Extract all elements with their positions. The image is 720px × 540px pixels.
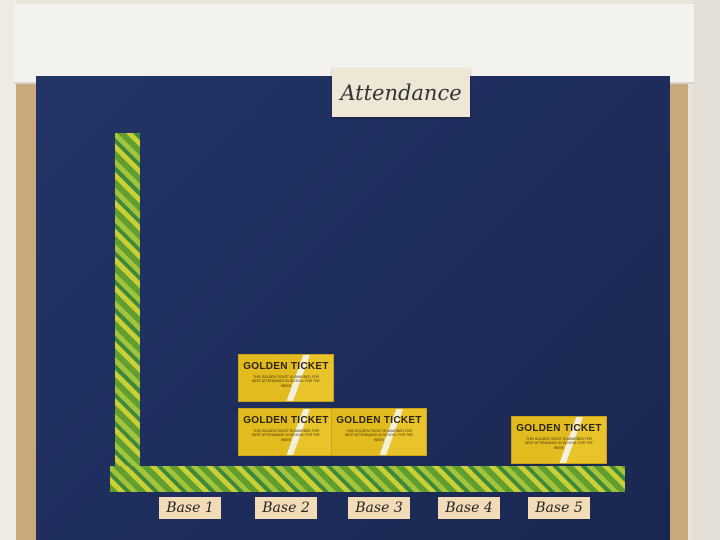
x-tick-label: Base 1 [159,497,221,519]
ticket-text: THIS GOLDEN TICKET IS AWARDED FOR BEST A… [252,429,320,442]
golden-ticket-mark: GOLDEN TICKET THIS GOLDEN TICKET IS AWARD… [238,408,334,456]
wall-frame-right [692,0,720,540]
golden-ticket-mark: GOLDEN TICKET THIS GOLDEN TICKET IS AWARD… [331,408,427,456]
ticket-heading: GOLDEN TICKET [516,423,602,434]
golden-ticket-mark: GOLDEN TICKET THIS GOLDEN TICKET IS AWARD… [511,416,607,464]
x-tick-label: Base 5 [528,497,590,519]
golden-ticket-mark: GOLDEN TICKET THIS GOLDEN TICKET IS AWARD… [238,354,334,402]
wall-frame-left [0,0,16,540]
ticket-heading: GOLDEN TICKET [243,361,329,372]
y-axis [115,133,140,470]
ticket-text: THIS GOLDEN TICKET IS AWARDED FOR BEST A… [525,437,593,450]
ticket-heading: GOLDEN TICKET [336,415,422,426]
x-tick-label: Base 4 [438,497,500,519]
chart-title: Attendance [332,68,470,117]
x-tick-label: Base 2 [255,497,317,519]
x-tick-label: Base 3 [348,497,410,519]
ticket-heading: GOLDEN TICKET [243,415,329,426]
ticket-text: THIS GOLDEN TICKET IS AWARDED FOR BEST A… [345,429,413,442]
ticket-text: THIS GOLDEN TICKET IS AWARDED FOR BEST A… [252,375,320,388]
x-axis [110,466,625,492]
